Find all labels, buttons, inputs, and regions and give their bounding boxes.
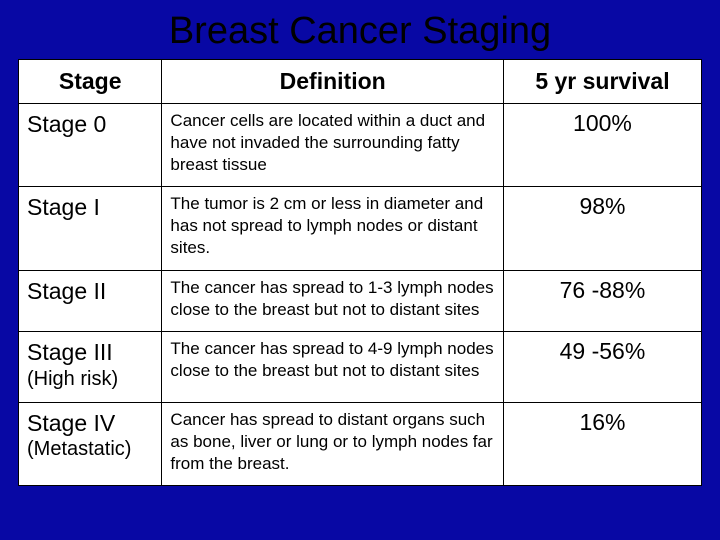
cell-stage: Stage IV (Metastatic) [19, 402, 162, 485]
cell-survival: 98% [503, 187, 701, 270]
cell-definition: The tumor is 2 cm or less in diameter an… [162, 187, 504, 270]
slide: Breast Cancer Staging Stage Definition 5… [0, 0, 720, 540]
cell-definition: The cancer has spread to 4-9 lymph nodes… [162, 331, 504, 402]
stage-sublabel: (High risk) [27, 367, 153, 392]
cell-definition: Cancer cells are located within a duct a… [162, 104, 504, 187]
cell-definition: The cancer has spread to 1-3 lymph nodes… [162, 270, 504, 331]
col-stage: Stage [19, 60, 162, 104]
stage-label: Stage 0 [27, 111, 106, 137]
cell-stage: Stage 0 [19, 104, 162, 187]
table-row: Stage I The tumor is 2 cm or less in dia… [19, 187, 702, 270]
cell-stage: Stage I [19, 187, 162, 270]
table-row: Stage II The cancer has spread to 1-3 ly… [19, 270, 702, 331]
stage-label: Stage I [27, 194, 100, 220]
cell-survival: 76 -88% [503, 270, 701, 331]
col-definition: Definition [162, 60, 504, 104]
table-row: Stage 0 Cancer cells are located within … [19, 104, 702, 187]
cell-survival: 100% [503, 104, 701, 187]
cell-stage: Stage II [19, 270, 162, 331]
cell-definition: Cancer has spread to distant organs such… [162, 402, 504, 485]
stage-label: Stage III [27, 339, 113, 365]
slide-title: Breast Cancer Staging [0, 0, 720, 59]
stage-label: Stage IV [27, 410, 115, 436]
table-wrap: Stage Definition 5 yr survival Stage 0 C… [0, 59, 720, 540]
table-header-row: Stage Definition 5 yr survival [19, 60, 702, 104]
cell-stage: Stage III (High risk) [19, 331, 162, 402]
table-row: Stage III (High risk) The cancer has spr… [19, 331, 702, 402]
staging-table: Stage Definition 5 yr survival Stage 0 C… [18, 59, 702, 486]
table-row: Stage IV (Metastatic) Cancer has spread … [19, 402, 702, 485]
cell-survival: 49 -56% [503, 331, 701, 402]
stage-sublabel: (Metastatic) [27, 437, 153, 462]
col-survival: 5 yr survival [503, 60, 701, 104]
stage-label: Stage II [27, 278, 106, 304]
cell-survival: 16% [503, 402, 701, 485]
